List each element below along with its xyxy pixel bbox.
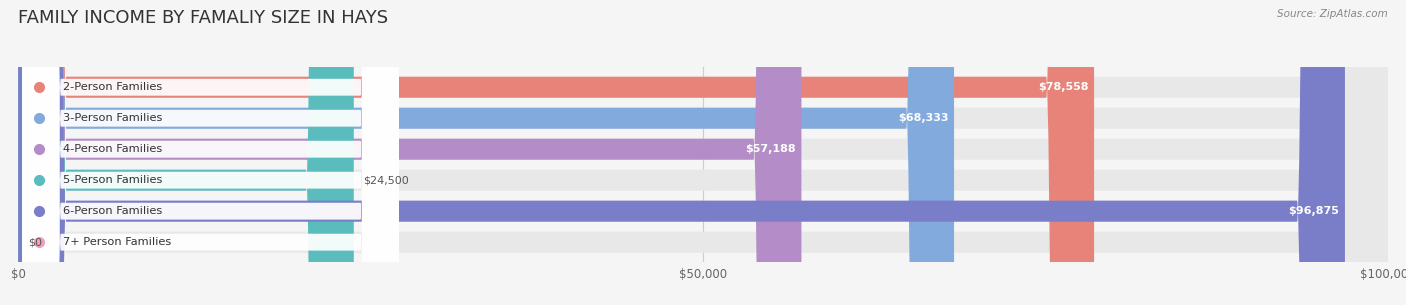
FancyBboxPatch shape [22, 0, 399, 305]
Text: $57,188: $57,188 [745, 144, 796, 154]
FancyBboxPatch shape [18, 0, 1388, 305]
Text: 2-Person Families: 2-Person Families [63, 82, 163, 92]
FancyBboxPatch shape [22, 0, 399, 305]
Text: $24,500: $24,500 [363, 175, 409, 185]
Text: $68,333: $68,333 [898, 113, 949, 123]
FancyBboxPatch shape [22, 0, 399, 305]
FancyBboxPatch shape [18, 0, 955, 305]
FancyBboxPatch shape [18, 0, 1388, 305]
FancyBboxPatch shape [22, 0, 399, 305]
FancyBboxPatch shape [22, 0, 399, 305]
FancyBboxPatch shape [22, 0, 399, 305]
FancyBboxPatch shape [18, 0, 1388, 305]
Text: $96,875: $96,875 [1288, 206, 1340, 216]
Text: 6-Person Families: 6-Person Families [63, 206, 163, 216]
FancyBboxPatch shape [18, 0, 1388, 305]
FancyBboxPatch shape [18, 0, 354, 305]
Text: $0: $0 [28, 237, 42, 247]
FancyBboxPatch shape [18, 0, 801, 305]
Text: 5-Person Families: 5-Person Families [63, 175, 163, 185]
Text: $78,558: $78,558 [1038, 82, 1088, 92]
FancyBboxPatch shape [18, 0, 1388, 305]
FancyBboxPatch shape [18, 0, 1094, 305]
Text: 4-Person Families: 4-Person Families [63, 144, 163, 154]
Text: Source: ZipAtlas.com: Source: ZipAtlas.com [1277, 9, 1388, 19]
Text: 3-Person Families: 3-Person Families [63, 113, 163, 123]
FancyBboxPatch shape [18, 0, 1388, 305]
Text: FAMILY INCOME BY FAMALIY SIZE IN HAYS: FAMILY INCOME BY FAMALIY SIZE IN HAYS [18, 9, 388, 27]
FancyBboxPatch shape [18, 0, 1346, 305]
Text: 7+ Person Families: 7+ Person Families [63, 237, 172, 247]
